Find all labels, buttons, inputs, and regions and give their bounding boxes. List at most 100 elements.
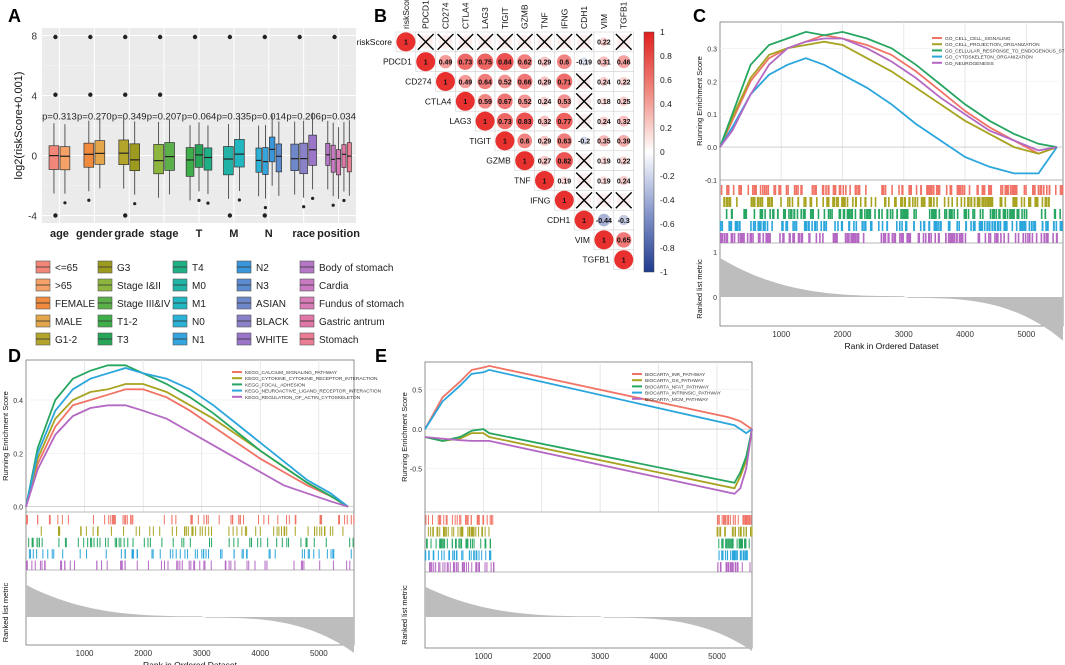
y-axis-title: Running Enrichment Score — [695, 56, 704, 146]
outlier-point — [53, 213, 58, 218]
corr-circle — [516, 73, 533, 90]
insignificant-cross — [575, 172, 593, 189]
y-axis-title: Running Enrichment Score — [1, 391, 10, 481]
insignificant-cross — [595, 191, 613, 209]
es-line-BIOCARTA_NFAT_PATHWAY — [424, 428, 753, 484]
corr-value: 1 — [622, 258, 626, 265]
row-label: CDH1 — [547, 215, 570, 225]
x-category-label: T — [196, 228, 203, 240]
colorbar-tick-label: -0.8 — [660, 243, 675, 253]
legend-label: T1-2 — [117, 317, 138, 328]
es-line-GO_CELL_PROJECTION_ORGANIZATION — [719, 40, 1058, 155]
x-tick-label: 2000 — [134, 649, 152, 658]
outlier-point — [342, 198, 346, 203]
plot-frame — [424, 361, 753, 649]
y-tick-label: 0.2 — [13, 451, 23, 458]
corr-circle — [616, 232, 632, 248]
outlier-point — [123, 92, 128, 97]
corr-value: 0.22 — [597, 40, 611, 47]
row-label: PDCD1 — [383, 57, 412, 67]
x-tick-label: 1000 — [474, 652, 492, 661]
corr-value: 0.27 — [538, 159, 552, 166]
legend-label: GO_CELL_PROJECTION_ORGANIZATION — [945, 42, 1040, 48]
legend-label: BIOCARTA_NFAT_PATHWAY — [645, 384, 710, 390]
corr-value: 0.25 — [617, 99, 631, 106]
box-N3 — [275, 143, 282, 173]
outlier-point — [197, 198, 201, 202]
corr-value: 0.49 — [439, 60, 453, 67]
y-tick-label: 0.5 — [412, 388, 422, 395]
legend-label: T3 — [117, 335, 129, 346]
p-value-label: p=0.064 — [182, 112, 217, 123]
corr-circle — [455, 91, 475, 111]
corr-circle — [597, 213, 611, 227]
corr-circle — [539, 135, 550, 147]
colorbar-tick-label: 0.4 — [660, 99, 672, 109]
corr-circle — [477, 94, 493, 109]
outlier-point — [133, 202, 137, 206]
corr-circle — [539, 155, 550, 166]
p-value-label: p=0.335 — [217, 112, 252, 123]
corr-value: 0.18 — [597, 99, 611, 106]
legend-label: BIOCARTA_MCM_PATHWAY — [645, 397, 709, 403]
corr-value: 0.24 — [617, 178, 631, 185]
colorbar-tick-label: 1 — [660, 27, 665, 37]
corr-value: 0.67 — [498, 99, 512, 106]
legend-label: <=65 — [55, 263, 78, 274]
legend-label: KEGG_NEUROACTIVE_LIGAND_RECEPTOR_INTERAC… — [245, 389, 382, 395]
box-T4 — [203, 147, 213, 171]
corr-value: 0.35 — [597, 139, 611, 146]
legend-label: KEGG_FOCAL_ADHESION — [245, 382, 306, 388]
corr-value: 0.52 — [498, 79, 512, 86]
y-tick-label: 0.4 — [13, 398, 23, 405]
insignificant-cross — [417, 33, 435, 51]
corr-circle — [477, 73, 493, 90]
es-line-KEGG_FOCAL_ADHESION — [25, 364, 349, 508]
corr-value: -0.44 — [596, 218, 612, 225]
p-value-label: p=0.206 — [286, 112, 321, 123]
corr-value: 0.75 — [478, 60, 492, 67]
legend-label: WHITE — [256, 335, 289, 346]
legend-label: N1 — [192, 335, 205, 346]
corr-circle — [599, 76, 609, 87]
corr-value: 0.73 — [498, 119, 512, 126]
legend-label: GO_CELL_CELL_SIGNALING — [945, 36, 1011, 42]
box-Stomach — [346, 142, 352, 173]
corr-value: 0.39 — [617, 139, 631, 146]
row-label: TNF — [514, 176, 531, 186]
corr-value: 1 — [503, 139, 507, 146]
box-<=65 — [48, 145, 60, 170]
box-Gastric antrum — [341, 144, 347, 168]
outlier-point — [237, 198, 241, 202]
corr-circle — [555, 112, 573, 130]
corr-circle — [579, 136, 589, 146]
corr-circle — [618, 214, 629, 226]
es-line-BIOCARTA_INR_PATHWAY — [424, 364, 753, 430]
x-tick-label: 5000 — [1017, 330, 1035, 339]
legend-label: Cardia — [319, 281, 349, 292]
column-label: VIM — [599, 14, 609, 29]
corr-circle — [495, 131, 515, 151]
insignificant-cross — [456, 33, 474, 51]
corr-value: 1 — [602, 238, 606, 245]
colorbar-tick-label: -0.2 — [660, 171, 675, 181]
corr-value: 0.53 — [557, 99, 571, 106]
colorbar-tick-label: 0.6 — [660, 75, 672, 85]
legend-label: Body of stomach — [319, 263, 393, 274]
x-tick-label: 4000 — [650, 652, 668, 661]
corr-value: 0.22 — [617, 159, 631, 166]
panel-letter-E: E — [375, 346, 387, 366]
y-tick-label: 0.2 — [707, 79, 717, 86]
row-label: CTLA4 — [425, 96, 452, 106]
y-axis-title-metric: Ranked list metric — [1, 582, 10, 642]
column-label: riskScore — [401, 0, 411, 29]
y-tick-label: 0.0 — [13, 505, 23, 512]
es-line-KEGG_REGULATION_OF_ACTIN_CYTOSKELETON — [25, 404, 349, 508]
box-T1-2 — [185, 147, 195, 177]
ranked-metric-area — [720, 257, 1063, 341]
legend-label: BIOCARTA_INR_PATHWAY — [645, 372, 706, 378]
es-line-BIOCARTA_INTRINSIC_PATHWAY — [424, 368, 753, 435]
outlier-point — [53, 34, 58, 40]
legend: <=65 >65 FEMALE MALE G1-2 G3 Stage I&II Stage I… — [35, 260, 404, 346]
legend-label: Fundus of stomach — [319, 299, 404, 310]
